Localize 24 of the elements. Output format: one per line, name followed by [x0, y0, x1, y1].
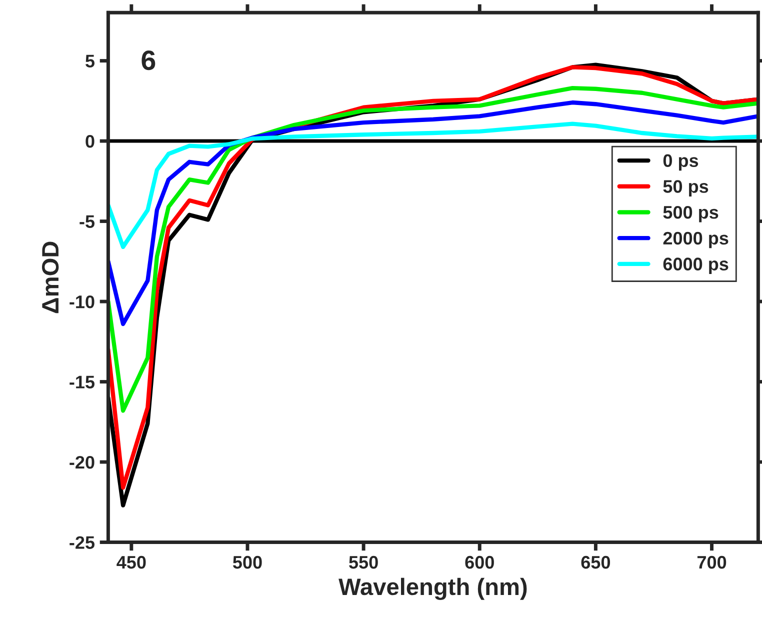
x-tick-label: 550 — [349, 556, 378, 569]
y-tick-label: -20 — [70, 456, 94, 469]
legend-label: 500 ps — [663, 206, 718, 222]
legend-label: 6000 ps — [663, 258, 728, 274]
legend-label: 50 ps — [663, 180, 708, 196]
x-tick-label: 650 — [581, 556, 610, 569]
y-tick-label: -15 — [70, 376, 95, 388]
x-tick-label: 700 — [697, 556, 726, 569]
line-series — [108, 122, 758, 250]
x-tick-label: 450 — [116, 556, 146, 569]
y-tick-label: -10 — [70, 295, 94, 308]
x-tick-label: 600 — [465, 556, 494, 569]
line-series — [108, 100, 758, 326]
x-tick-label: 500 — [232, 556, 262, 569]
legend-label: 0 ps — [663, 154, 698, 171]
annotation: 6 — [142, 50, 156, 70]
y-tick-label: 5 — [86, 54, 95, 68]
y-tick-label: -5 — [80, 215, 95, 228]
x-axis-title: Wavelength (nm) — [338, 578, 527, 600]
y-tick-label: 0 — [86, 134, 94, 148]
y-tick-label: -25 — [70, 536, 95, 549]
legend-label: 2000 ps — [663, 232, 728, 248]
y-axis-title: ΔmOD — [42, 242, 59, 314]
line-series — [108, 86, 758, 413]
